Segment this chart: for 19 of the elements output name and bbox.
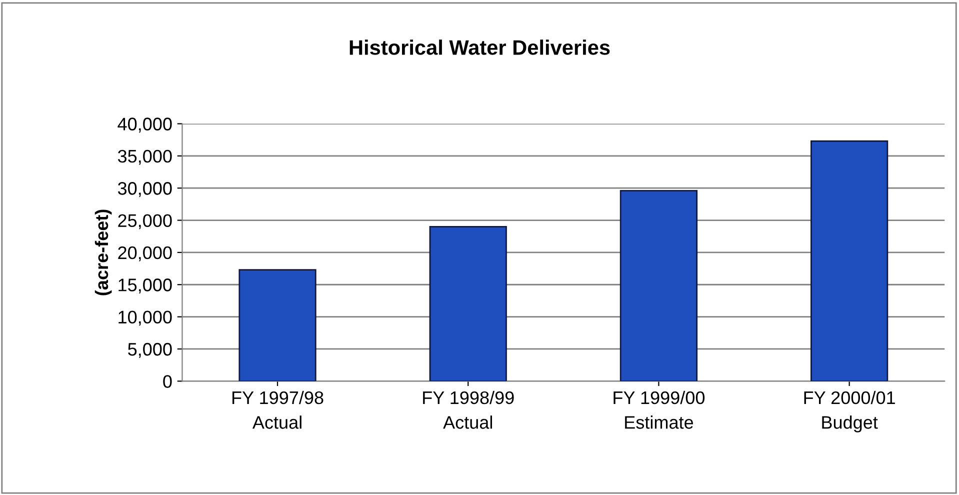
y-tick-label: 30,000 [118, 182, 172, 197]
y-tick-label: 15,000 [118, 278, 172, 294]
x-tick-label: FY 1998/99 Actual [423, 390, 514, 429]
y-tick-label: 40,000 [118, 118, 172, 133]
y-tick-label: 20,000 [118, 246, 172, 262]
y-tick-label: 0 [163, 375, 172, 388]
x-tick-label: FY 2000/01 Budget [804, 390, 895, 432]
y-tick-label: 25,000 [118, 214, 172, 230]
y-tick-label: 35,000 [118, 150, 172, 165]
y-axis-title: (acre-feet) [94, 210, 112, 296]
bar [429, 226, 507, 382]
x-tick-label: FY 1997/98 Actual [232, 390, 324, 429]
y-tick-label: 10,000 [118, 310, 172, 326]
bar [810, 140, 888, 382]
x-tick-label: FY 1999/00 Estimate [614, 390, 705, 429]
bar [238, 269, 316, 382]
y-tick-label: 5,000 [128, 342, 172, 358]
chart-title: Historical Water Deliveries [350, 40, 610, 55]
bar [620, 190, 698, 382]
